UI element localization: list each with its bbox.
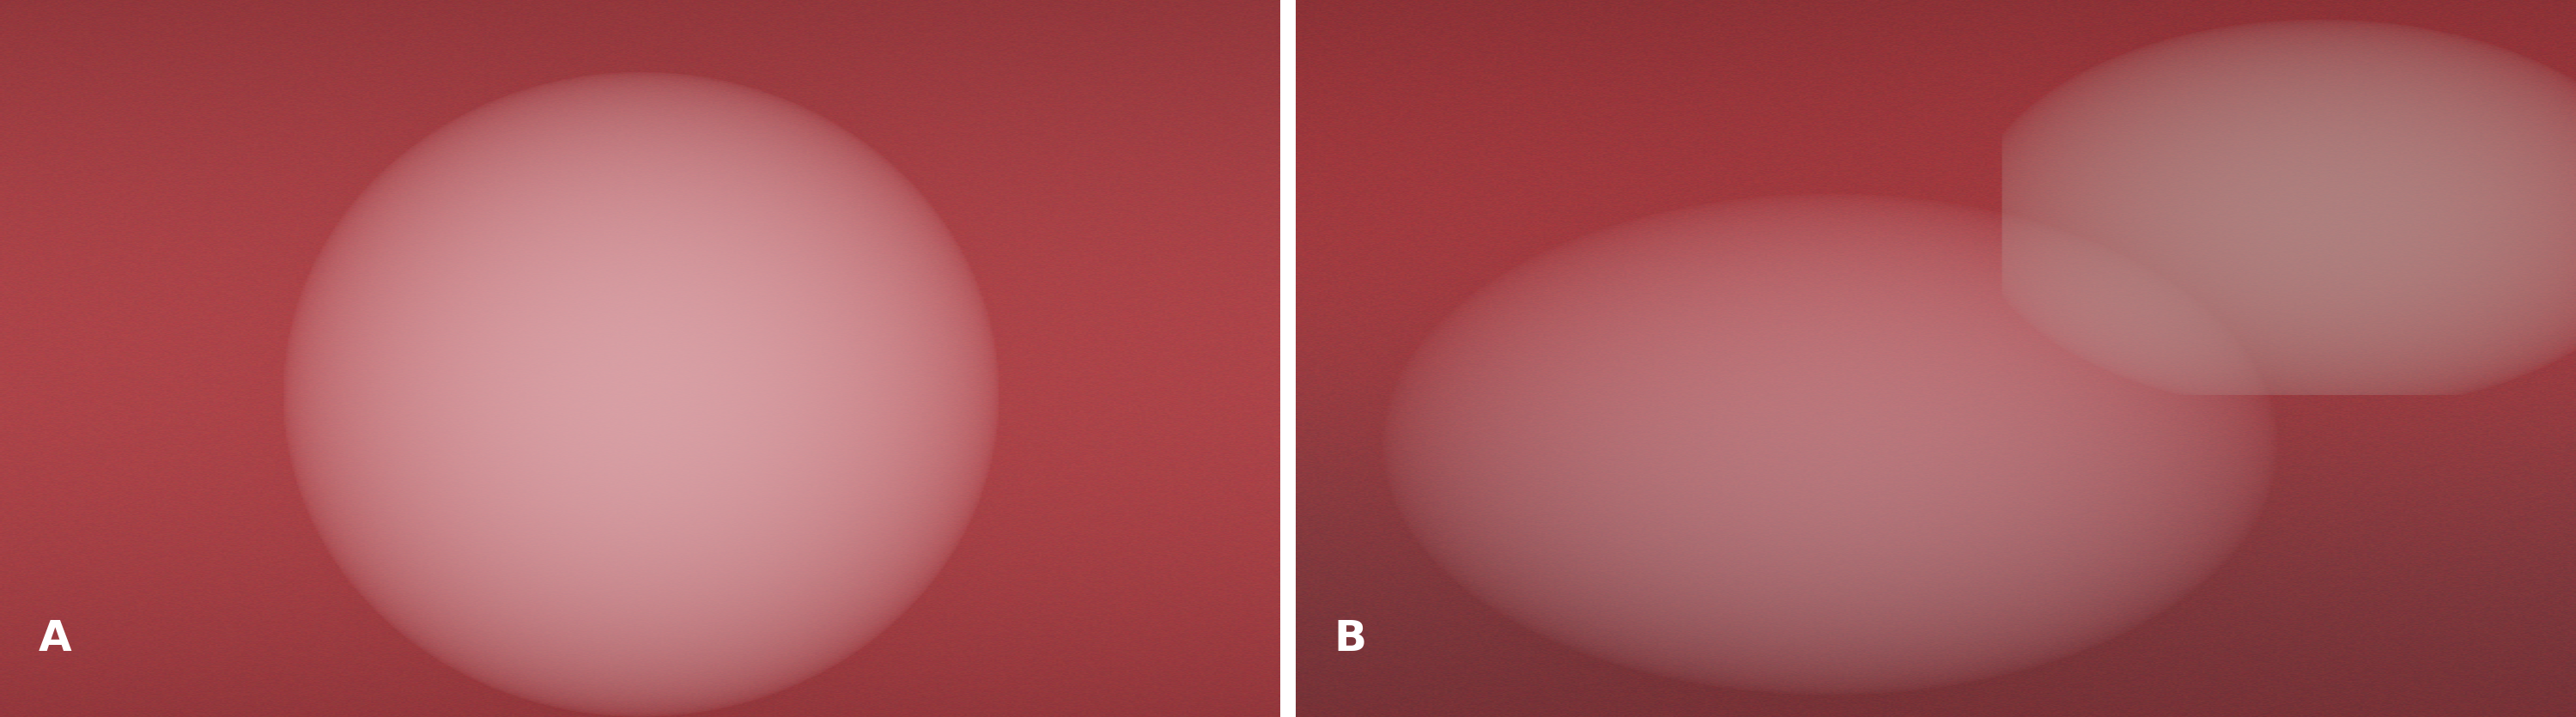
Text: B: B <box>1334 619 1368 660</box>
Text: A: A <box>39 619 72 660</box>
